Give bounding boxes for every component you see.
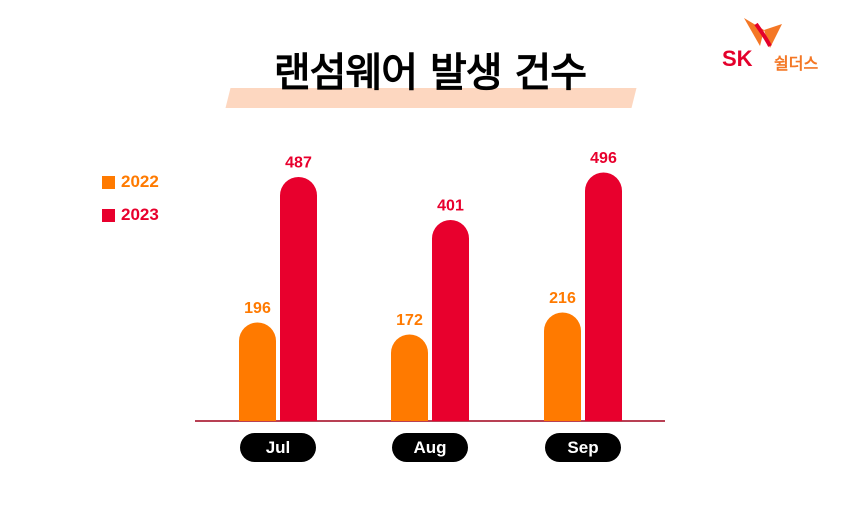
legend-swatch — [102, 208, 115, 222]
bar-2023-Jul — [280, 177, 317, 421]
category-pill — [392, 433, 468, 462]
logo-brand: SK — [722, 46, 753, 71]
legend-item-2022: 2022 — [102, 172, 159, 192]
category-pill — [545, 433, 621, 462]
sk-shieldus-logo: SK 쉴더스 — [722, 16, 842, 73]
legend-item-2023: 2023 — [102, 205, 159, 225]
page-title: 랜섬웨어 발생 건수 — [273, 50, 587, 96]
category-pill — [240, 433, 316, 462]
bar-2022-Jul — [239, 322, 276, 421]
bar-2022-Aug — [391, 334, 428, 421]
x-tick-label: Jul — [266, 438, 291, 457]
butterfly-icon — [744, 18, 782, 48]
data-label: 401 — [437, 198, 464, 215]
legend-label: 2023 — [121, 205, 159, 224]
data-label: 496 — [590, 150, 617, 167]
data-label: 487 — [285, 155, 312, 172]
x-tick-label: Aug — [413, 438, 446, 457]
bar-2023-Aug — [432, 220, 469, 421]
bar-2023-Sep — [585, 172, 622, 421]
logo-sub: 쉴더스 — [774, 54, 819, 73]
bar-2022-Sep — [544, 312, 581, 421]
x-tick-label: Sep — [567, 438, 598, 457]
data-label: 216 — [549, 290, 576, 307]
legend-swatch — [102, 175, 115, 189]
legend-label: 2022 — [121, 172, 159, 191]
data-label: 196 — [244, 300, 271, 317]
data-label: 172 — [396, 312, 423, 329]
legend: 2022 2023 — [102, 172, 159, 238]
